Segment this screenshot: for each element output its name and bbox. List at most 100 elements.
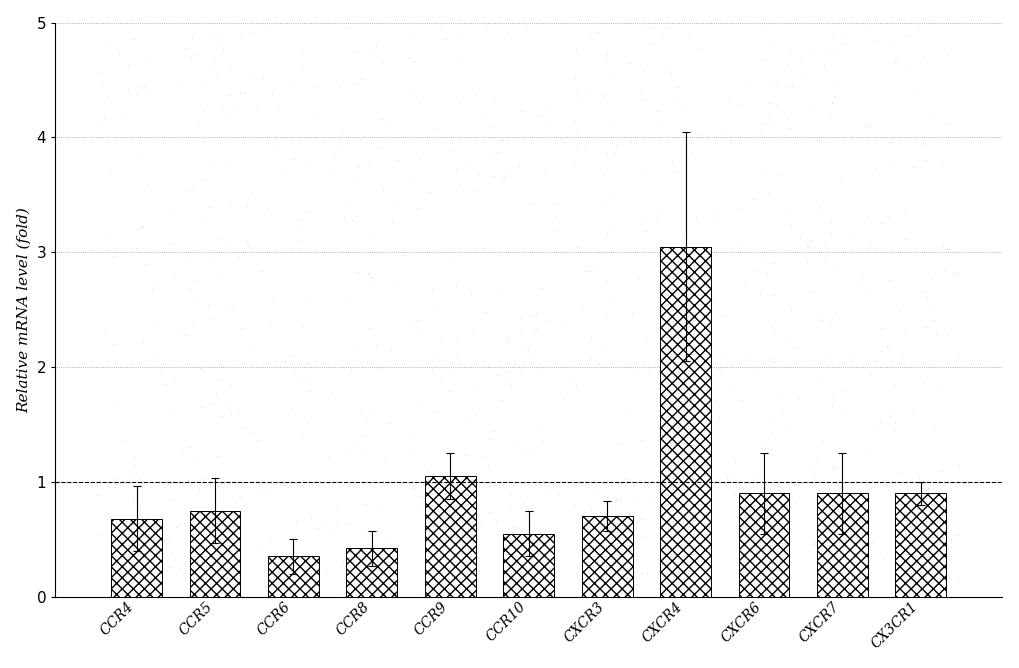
Point <box>347 340 364 351</box>
Point <box>252 544 268 555</box>
Point <box>890 568 906 579</box>
Point <box>481 434 497 444</box>
Point <box>734 395 750 405</box>
Point <box>465 325 481 335</box>
Point <box>101 228 117 239</box>
Point <box>665 166 682 176</box>
Point <box>121 519 138 530</box>
Point <box>916 377 932 388</box>
Point <box>569 144 585 154</box>
Point <box>706 395 722 405</box>
Point <box>781 563 797 574</box>
Point <box>297 292 313 303</box>
Point <box>481 481 497 492</box>
Point <box>951 460 967 471</box>
Point <box>932 384 949 395</box>
Point <box>344 177 361 188</box>
Point <box>881 411 898 422</box>
Point <box>448 334 465 345</box>
Point <box>738 77 754 88</box>
Point <box>136 337 152 347</box>
Point <box>817 47 834 58</box>
Point <box>296 321 312 332</box>
Point <box>588 261 604 271</box>
Point <box>780 59 796 69</box>
Point <box>498 373 515 383</box>
Point <box>487 94 503 104</box>
Point <box>736 278 752 289</box>
Y-axis label: Relative mRNA level (fold): Relative mRNA level (fold) <box>16 206 31 413</box>
Point <box>534 434 550 445</box>
Point <box>761 112 777 122</box>
Point <box>264 88 280 99</box>
Point <box>888 426 904 436</box>
Point <box>570 242 586 253</box>
Point <box>171 327 187 337</box>
Point <box>888 378 904 389</box>
Point <box>200 300 216 311</box>
Point <box>860 122 876 132</box>
Point <box>491 285 507 295</box>
Point <box>477 307 493 317</box>
Point <box>406 28 422 39</box>
Point <box>624 136 640 147</box>
Point <box>727 490 743 500</box>
Point <box>776 208 793 219</box>
Point <box>377 121 393 132</box>
Point <box>277 357 293 367</box>
Point <box>690 43 706 54</box>
Point <box>693 293 709 303</box>
Point <box>630 496 646 507</box>
Point <box>875 553 892 564</box>
Point <box>298 206 314 216</box>
Point <box>152 366 168 377</box>
Point <box>538 117 554 128</box>
Point <box>730 576 746 587</box>
Point <box>661 22 678 33</box>
Point <box>838 517 854 528</box>
Point <box>674 232 690 242</box>
Point <box>246 67 262 78</box>
Point <box>383 345 399 356</box>
Point <box>352 133 368 144</box>
Point <box>649 494 665 504</box>
Point <box>868 162 884 173</box>
Point <box>658 294 675 305</box>
Point <box>946 361 962 372</box>
Point <box>663 156 680 167</box>
Point <box>481 361 497 371</box>
Point <box>695 326 711 337</box>
Point <box>225 302 242 313</box>
Point <box>931 509 948 520</box>
Point <box>137 89 153 100</box>
Point <box>429 124 445 134</box>
Point <box>232 490 249 501</box>
Point <box>894 351 910 361</box>
Point <box>217 161 233 172</box>
Point <box>944 267 960 278</box>
Point <box>926 108 943 119</box>
Point <box>485 170 501 181</box>
Point <box>763 116 780 126</box>
Point <box>598 309 614 320</box>
Point <box>221 61 237 71</box>
Point <box>511 161 527 172</box>
Point <box>332 145 348 156</box>
Point <box>488 516 504 527</box>
Point <box>897 65 913 75</box>
Point <box>568 86 584 97</box>
Bar <box>503 534 554 597</box>
Point <box>815 435 832 446</box>
Point <box>244 340 260 351</box>
Point <box>333 125 350 136</box>
Point <box>114 436 130 447</box>
Point <box>165 476 181 486</box>
Point <box>165 495 181 506</box>
Point <box>287 516 304 526</box>
Point <box>171 562 187 573</box>
Point <box>582 30 598 41</box>
Point <box>808 454 824 464</box>
Point <box>488 147 504 158</box>
Point <box>568 45 584 55</box>
Point <box>803 102 819 113</box>
